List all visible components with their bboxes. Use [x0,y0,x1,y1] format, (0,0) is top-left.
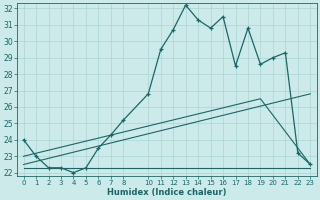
X-axis label: Humidex (Indice chaleur): Humidex (Indice chaleur) [107,188,227,197]
